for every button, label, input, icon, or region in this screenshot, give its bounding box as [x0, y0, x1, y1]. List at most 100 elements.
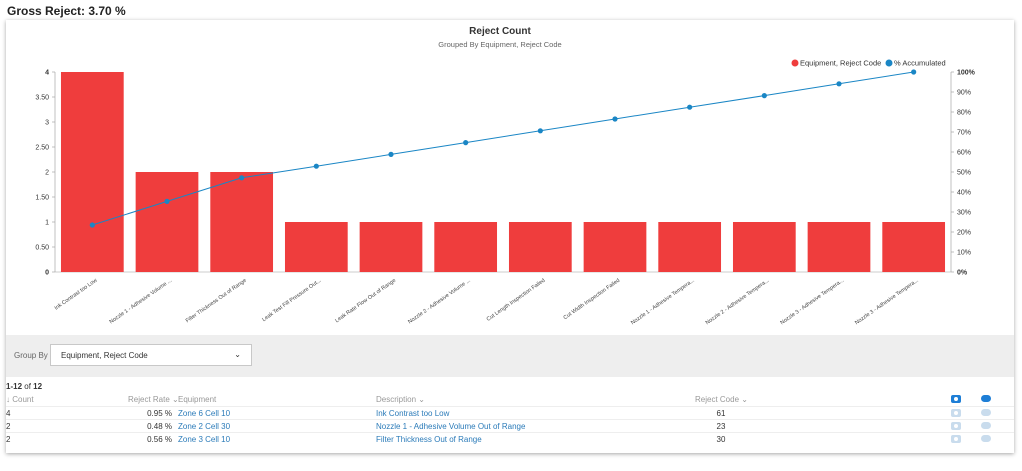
- accumulated-point[interactable]: [911, 69, 917, 75]
- y-left-tick-label: 2: [45, 170, 49, 177]
- comment-icon[interactable]: [981, 409, 991, 416]
- comment-icon[interactable]: [981, 422, 991, 429]
- category-label: Nozzle 1 - Adhesive Tempera...: [630, 277, 696, 326]
- row-equipment-link[interactable]: Zone 2 Cell 30: [178, 422, 231, 431]
- table-row[interactable]: 2 0.48 % Zone 2 Cell 30 Nozzle 1 - Adhes…: [6, 419, 1014, 432]
- accumulated-point[interactable]: [388, 151, 394, 157]
- col-reject-code-label: Reject Code: [695, 395, 740, 404]
- row-description-link[interactable]: Ink Contrast too Low: [376, 409, 450, 418]
- bar[interactable]: [210, 172, 274, 272]
- col-equipment-label: Equipment: [178, 395, 217, 404]
- row-reject-rate: 0.56 %: [147, 435, 172, 444]
- accumulated-point[interactable]: [463, 140, 469, 146]
- bar-series: [60, 72, 946, 272]
- col-reject-rate-label: Reject Rate: [128, 395, 170, 404]
- bar[interactable]: [284, 222, 348, 272]
- gross-reject-title: Gross Reject: 3.70 %: [7, 4, 126, 18]
- bar[interactable]: [882, 222, 946, 272]
- col-equipment[interactable]: Equipment: [178, 395, 216, 404]
- camera-icon[interactable]: [951, 422, 961, 430]
- y-left-tick-label: 4: [45, 70, 49, 77]
- bar[interactable]: [807, 222, 871, 272]
- chart-legend[interactable]: Equipment, Reject Code % Accumulated: [791, 59, 946, 68]
- accumulated-point[interactable]: [836, 81, 842, 87]
- col-reject-code[interactable]: Reject Code ⌄: [695, 395, 748, 404]
- y-left-tick-label: 3: [45, 120, 49, 127]
- pager-total: 12: [33, 382, 43, 391]
- category-label: Nozzle 2 - Adhesive Tempera...: [705, 277, 771, 326]
- y-right-tick-label: 20%: [957, 230, 971, 237]
- row-reject-code: 30: [716, 435, 726, 444]
- table-row[interactable]: 4 0.95 % Zone 6 Cell 10 Ink Contrast too…: [6, 406, 1014, 419]
- accumulated-point[interactable]: [687, 104, 693, 110]
- y-right-tick-label: 80%: [957, 110, 971, 117]
- row-description-link[interactable]: Filter Thickness Out of Range: [376, 435, 482, 444]
- category-label: Ink Contrast too Low: [54, 278, 99, 312]
- category-label: Leak Rate Flow Out of Range: [334, 278, 397, 324]
- camera-icon[interactable]: [951, 409, 961, 417]
- row-description-link[interactable]: Nozzle 1 - Adhesive Volume Out of Range: [376, 422, 526, 431]
- comment-icon[interactable]: [981, 435, 991, 442]
- legend-label-bars: Equipment, Reject Code: [800, 59, 881, 68]
- bar[interactable]: [434, 222, 498, 272]
- y-left-tick-label: 1: [45, 220, 49, 227]
- y-right-tick-label: 70%: [957, 130, 971, 137]
- accumulated-point[interactable]: [537, 128, 543, 134]
- chart-subtitle: Grouped By Equipment, Reject Code: [438, 40, 561, 49]
- row-reject-code: 61: [716, 409, 726, 418]
- y-left-tick-label: 2.50: [35, 145, 49, 152]
- pager-range: 1-12: [6, 382, 23, 391]
- chevron-down-icon: ⌄: [741, 395, 748, 404]
- camera-icon[interactable]: [951, 395, 961, 403]
- accumulated-point[interactable]: [761, 93, 767, 99]
- category-label: Nozzle 2 - Adhesive Volume ...: [407, 277, 472, 325]
- y-right-tick-label: 50%: [957, 170, 971, 177]
- comment-icon[interactable]: [981, 395, 991, 402]
- bar[interactable]: [135, 172, 199, 272]
- col-reject-rate[interactable]: Reject Rate ⌄: [128, 395, 179, 404]
- category-label: Nozzle 3 - Adhesive Tempera...: [779, 277, 845, 326]
- row-reject-code: 23: [716, 422, 726, 431]
- accumulated-point[interactable]: [89, 222, 95, 228]
- y-right-tick-label: 0%: [957, 270, 968, 277]
- bar[interactable]: [658, 222, 722, 272]
- camera-icon[interactable]: [951, 435, 961, 443]
- category-labels: Ink Contrast too Low Nozzle 1 - Adhesive …: [54, 277, 920, 326]
- reject-card: Reject Count Grouped By Equipment, Rejec…: [6, 20, 1014, 453]
- group-by-select[interactable]: Equipment, Reject Code ⌄: [50, 344, 252, 366]
- bar[interactable]: [583, 222, 647, 272]
- col-description[interactable]: Description ⌄: [376, 395, 425, 404]
- col-count[interactable]: ↓ Count: [6, 395, 34, 404]
- accumulated-point[interactable]: [164, 198, 170, 204]
- bar[interactable]: [508, 222, 572, 272]
- chevron-down-icon: ⌄: [234, 350, 241, 359]
- bar[interactable]: [732, 222, 796, 272]
- accumulated-point[interactable]: [313, 163, 319, 169]
- row-equipment-link[interactable]: Zone 3 Cell 10: [178, 435, 231, 444]
- pareto-chart: Reject Count Grouped By Equipment, Rejec…: [35, 26, 975, 326]
- category-label: Nozzle 3 - Adhesive Tempera...: [854, 277, 920, 326]
- bar[interactable]: [60, 72, 124, 272]
- chart-axes: 00.5011.5022.5033.5040%10%20%30%40%50%60…: [35, 70, 975, 277]
- col-description-label: Description: [376, 395, 417, 404]
- row-count: 2: [6, 435, 11, 444]
- chevron-down-icon: ⌄: [172, 395, 179, 404]
- y-left-tick-label: 3.50: [35, 95, 49, 102]
- table-row[interactable]: 2 0.56 % Zone 3 Cell 10 Filter Thickness…: [6, 432, 1014, 445]
- y-right-tick-label: 100%: [957, 70, 976, 77]
- table-header: ↓ Count Reject Rate ⌄ Equipment Descript…: [6, 393, 1014, 405]
- y-right-tick-label: 60%: [957, 150, 971, 157]
- y-right-tick-label: 30%: [957, 210, 971, 217]
- bar[interactable]: [359, 222, 423, 272]
- y-left-tick-label: 0: [45, 270, 49, 277]
- category-label: Cut Width Inspection Failed: [563, 278, 622, 321]
- accumulated-point[interactable]: [612, 116, 618, 122]
- row-equipment-link[interactable]: Zone 6 Cell 10: [178, 409, 231, 418]
- accumulated-point[interactable]: [239, 175, 245, 181]
- category-label: Cut Length Inspection Failed: [486, 278, 547, 323]
- y-right-tick-label: 90%: [957, 90, 971, 97]
- group-by-value: Equipment, Reject Code: [61, 351, 148, 360]
- legend-swatch-line: [885, 59, 893, 67]
- legend-swatch-bars: [791, 59, 799, 67]
- sort-down-icon: ↓: [6, 395, 10, 404]
